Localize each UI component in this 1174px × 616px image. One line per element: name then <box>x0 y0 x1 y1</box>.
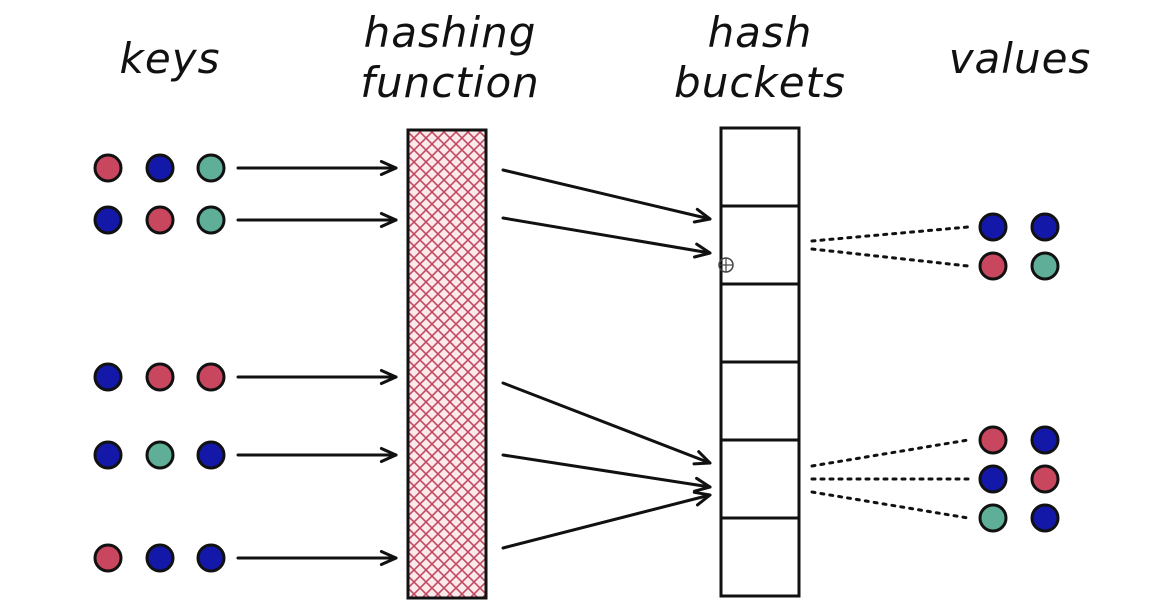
key-arrow-tip <box>379 368 398 386</box>
key-dot <box>196 153 226 183</box>
key-arrow-tip <box>379 211 398 229</box>
value-dot <box>1030 251 1060 281</box>
hash-arrow-shaft <box>501 168 712 221</box>
key-dot <box>93 543 123 573</box>
hash-arrow-tip-head <box>693 242 712 259</box>
hash-arrow-shaft <box>501 493 712 550</box>
key-arrow-tip <box>379 159 398 177</box>
value-dot <box>978 212 1008 242</box>
hash-bucket <box>719 516 801 598</box>
hash-arrow-shaft <box>501 216 712 255</box>
keys-heading: keys <box>105 34 235 84</box>
key-arrow-tip-head <box>379 368 398 386</box>
keys-heading-text: keys <box>119 34 221 83</box>
key-dot <box>196 205 226 235</box>
value-dot <box>978 425 1008 455</box>
hash-arrow-tip <box>692 450 712 466</box>
key-arrow-tip-head <box>379 159 398 177</box>
hash-arrow-tip <box>692 207 712 224</box>
hashing-function-heading: hashing function <box>340 8 560 108</box>
hash-bucket <box>719 204 801 286</box>
value-dot <box>1030 425 1060 455</box>
key-dot <box>93 440 123 470</box>
hash-arrow-tip-head <box>692 450 712 466</box>
value-dot <box>978 464 1008 494</box>
hash-buckets-heading-line2: buckets <box>674 58 846 107</box>
key-dot <box>93 205 123 235</box>
key-dot <box>196 543 226 573</box>
hash-bucket <box>719 360 801 442</box>
hash-arrow-tip-head <box>693 476 712 493</box>
key-dot <box>145 543 175 573</box>
key-dot <box>93 153 123 183</box>
hash-arrow-tip <box>693 242 712 259</box>
value-dot <box>1030 212 1060 242</box>
value-dot <box>1030 464 1060 494</box>
key-arrow-tip-head <box>379 549 398 567</box>
key-arrow-tip-head <box>379 211 398 229</box>
key-dot <box>145 362 175 392</box>
hash-arrow <box>501 168 712 221</box>
hash-buckets-heading: hash buckets <box>650 8 870 108</box>
key-dot <box>145 153 175 183</box>
hash-bucket <box>719 282 801 364</box>
key-dot <box>196 440 226 470</box>
key-arrow-tip <box>379 446 398 464</box>
values-heading: values <box>930 34 1110 84</box>
hash-arrow-shaft <box>501 453 712 489</box>
hash-arrow-tip <box>693 476 712 493</box>
hash-arrow <box>501 381 712 465</box>
value-dot <box>978 251 1008 281</box>
key-dot <box>93 362 123 392</box>
hashing-function-heading-line2: function <box>360 58 540 107</box>
hash-arrow <box>501 453 712 489</box>
key-arrow-tip <box>379 549 398 567</box>
hashing-function-block <box>406 128 488 600</box>
value-link <box>810 438 970 468</box>
hash-arrow-shaft <box>501 381 712 465</box>
value-link <box>810 490 970 520</box>
hash-bucket <box>719 126 801 208</box>
value-link <box>810 225 970 243</box>
key-arrow-tip-head <box>379 446 398 464</box>
hash-buckets-heading-line1: hash <box>707 8 813 57</box>
hash-arrow <box>501 216 712 255</box>
hash-arrow-tip <box>692 490 712 507</box>
hashing-function-heading-line1: hashing <box>363 8 537 57</box>
values-heading-text: values <box>948 34 1092 83</box>
value-dot <box>1030 503 1060 533</box>
key-dot <box>145 440 175 470</box>
key-dot <box>145 205 175 235</box>
hash-arrow <box>501 493 712 550</box>
hash-bucket <box>719 438 801 520</box>
hash-arrow-tip-head <box>692 490 712 507</box>
key-dot <box>196 362 226 392</box>
hash-arrow-tip-head <box>692 207 712 224</box>
value-dot <box>978 503 1008 533</box>
value-link <box>810 247 970 268</box>
